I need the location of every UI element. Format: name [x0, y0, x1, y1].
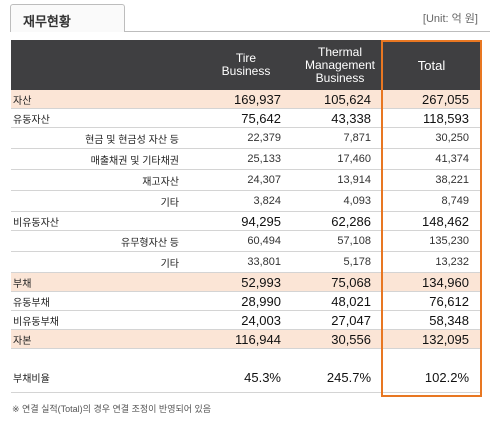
row-label: 자산: [13, 95, 32, 107]
cell-thermal: 105,624: [324, 91, 371, 107]
cell-tire: 169,937: [234, 91, 281, 107]
cell-thermal: 7,871: [343, 132, 371, 144]
section-header: 재무현황 [Unit: 억 원]: [10, 0, 490, 34]
page-title: 재무현황: [23, 14, 71, 29]
row-label: 유무형자산 등: [121, 237, 179, 249]
cell-tire: 52,993: [241, 274, 281, 290]
cell-thermal: 4,093: [343, 195, 371, 207]
table-row: [11, 349, 482, 363]
cell-tire: 25,133: [247, 153, 281, 165]
cell-tire: 22,379: [247, 132, 281, 144]
cell-total: 118,593: [422, 110, 469, 126]
row-label: 자본: [13, 335, 32, 347]
header-total: Total: [417, 57, 446, 73]
table-row: 기타 33,801 5,178 13,232: [11, 252, 482, 273]
cell-tire: 116,944: [234, 331, 281, 347]
header-thermal: Thermal Management Business: [304, 44, 376, 85]
cell-thermal: 5,178: [343, 256, 371, 268]
row-label: 유동부채: [13, 297, 50, 309]
table-row: 유동자산 75,642 43,338 118,593: [11, 109, 482, 128]
cell-tire: 60,494: [247, 235, 281, 247]
cell-thermal: 17,460: [337, 153, 371, 165]
cell-tire: 33,801: [247, 256, 281, 268]
table-row: 비유동부채 24,003 27,047 58,348: [11, 311, 482, 330]
cell-tire: 28,990: [241, 293, 281, 309]
cell-thermal: 30,556: [331, 331, 371, 347]
row-label: 부채: [13, 278, 32, 290]
row-label: 기타: [160, 197, 179, 209]
cell-total: 132,095: [422, 331, 469, 347]
table-row: 기타 3,824 4,093 8,749: [11, 191, 482, 212]
table-row: 현금 및 현금성 자산 등 22,379 7,871 30,250: [11, 128, 482, 149]
unit-label: [Unit: 억 원]: [422, 13, 478, 25]
table-body: 자산 169,937 105,624 267,055 유동자산 75,642 43,338 1…: [11, 90, 482, 393]
cell-thermal: 48,021: [331, 293, 371, 309]
footnote: ※ 연결 실적(Total)의 경우 연결 조정이 반영되어 있음: [12, 404, 212, 414]
cell-tire: [211, 349, 281, 363]
title-tab: 재무현황: [10, 4, 125, 32]
row-label: 매출채권 및 기타채권: [90, 155, 179, 167]
cell-thermal: 245.7%: [326, 370, 371, 385]
cell-tire: 45.3%: [244, 370, 281, 385]
cell-thermal: 57,108: [337, 235, 371, 247]
table-row: 매출채권 및 기타채권 25,133 17,460 41,374: [11, 149, 482, 170]
table-row: 유동부채 28,990 48,021 76,612: [11, 292, 482, 311]
cell-tire: 94,295: [241, 213, 281, 229]
row-label: 현금 및 현금성 자산 등: [85, 134, 179, 146]
row-label: 유동자산: [13, 114, 50, 126]
cell-tire: 3,824: [253, 195, 281, 207]
cell-total: 41,374: [435, 153, 469, 165]
cell-total: 76,612: [429, 293, 469, 309]
cell-total: 102.2%: [424, 370, 469, 385]
cell-thermal: 75,068: [331, 274, 371, 290]
table-row: 자본 116,944 30,556 132,095: [11, 330, 482, 349]
cell-thermal: 43,338: [331, 110, 371, 126]
table-row: 유무형자산 등 60,494 57,108 135,230: [11, 231, 482, 252]
cell-total: 30,250: [435, 132, 469, 144]
row-label: 재고자산: [142, 176, 179, 188]
header-label-col: [11, 40, 211, 90]
cell-total: 148,462: [422, 213, 469, 229]
cell-total: 8,749: [441, 195, 469, 207]
cell-tire: 75,642: [241, 110, 281, 126]
header-tire: Tire Business: [221, 51, 271, 78]
cell-thermal: 27,047: [331, 312, 371, 328]
row-label: 비유동자산: [13, 217, 59, 229]
cell-total: 58,348: [429, 312, 469, 328]
cell-total: [381, 349, 469, 363]
cell-total: 135,230: [429, 235, 469, 247]
row-label: 기타: [160, 258, 179, 270]
row-label: 비유동부채: [13, 316, 59, 328]
table-header: Tire Business Thermal Management Busines…: [11, 40, 482, 90]
cell-total: 134,960: [422, 274, 469, 290]
cell-thermal: 13,914: [337, 174, 371, 186]
cell-total: 38,221: [435, 174, 469, 186]
cell-total: 13,232: [435, 256, 469, 268]
table-row: 재고자산 24,307 13,914 38,221: [11, 170, 482, 191]
financial-table: Tire Business Thermal Management Busines…: [11, 40, 482, 393]
row-label: [13, 349, 193, 363]
table-row: 비유동자산 94,295 62,286 148,462: [11, 212, 482, 231]
table-row: 부채 52,993 75,068 134,960: [11, 273, 482, 292]
cell-tire: 24,003: [241, 312, 281, 328]
row-label: 부채비율: [13, 374, 50, 385]
cell-tire: 24,307: [247, 174, 281, 186]
table-row: 자산 169,937 105,624 267,055: [11, 90, 482, 109]
cell-thermal: 62,286: [331, 213, 371, 229]
cell-thermal: [299, 349, 371, 363]
table-row: 부채비율 45.3% 245.7% 102.2%: [11, 363, 482, 393]
cell-total: 267,055: [422, 91, 469, 107]
title-underline: [125, 31, 490, 32]
